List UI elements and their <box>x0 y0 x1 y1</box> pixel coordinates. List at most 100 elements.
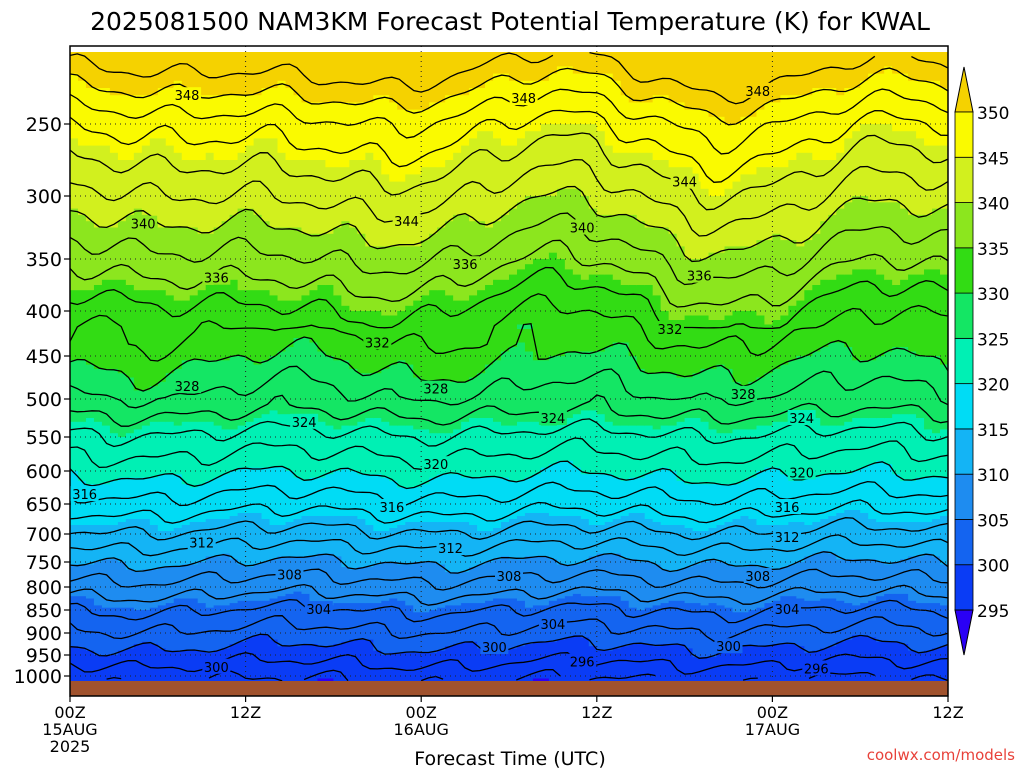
contour-fill-cell <box>501 522 510 557</box>
contour-fill-cell <box>580 73 590 125</box>
contour-fill-cell <box>149 421 159 479</box>
contour-fill-cell <box>469 567 478 604</box>
contour-fill-cell <box>221 52 231 96</box>
contour-fill-cell <box>261 360 271 415</box>
contour-fill-cell <box>796 246 805 302</box>
contour-fill-cell <box>141 569 151 611</box>
contour-fill-cell <box>117 373 127 438</box>
contour-fill-cell <box>109 152 119 229</box>
contour-fill-cell <box>532 474 542 514</box>
contour-label-bg <box>202 269 231 285</box>
contour-fill-cell <box>413 652 422 682</box>
contour-fill-cell <box>165 567 175 604</box>
contour-fill-cell <box>469 88 478 139</box>
contour-fill-cell <box>708 657 718 682</box>
contour-fill-cell <box>932 556 941 604</box>
contour-fill-cell <box>516 646 526 682</box>
contour-fill-cell <box>253 564 263 602</box>
contour-fill-cell <box>804 95 813 154</box>
contour-fill-cell <box>884 522 893 566</box>
contour-fill-cell <box>908 414 917 482</box>
contour-fill-cell <box>924 80 933 147</box>
contour-fill-cell <box>684 567 694 604</box>
contour-fill-cell <box>804 414 813 479</box>
contour-fill-cell <box>429 102 438 168</box>
contour-fill-cell <box>932 145 941 210</box>
contour-label-bg <box>773 528 802 544</box>
contour-fill-cell <box>461 145 470 216</box>
contour-fill-cell <box>253 214 263 291</box>
contour-fill-cell <box>269 227 279 296</box>
contour-fill-cell <box>229 644 239 682</box>
contour-fill-cell <box>397 600 406 654</box>
contour-fill-cell <box>317 605 327 647</box>
contour-fill-cell <box>916 138 925 216</box>
contour-fill-cell <box>676 52 686 103</box>
contour-fill-cell <box>572 274 582 353</box>
contour-fill-cell <box>932 356 941 434</box>
contour-fill-cell <box>796 562 805 600</box>
contour-fill-cell <box>245 513 255 568</box>
contour-fill-cell <box>548 464 558 517</box>
contour-fill-cell <box>692 603 702 658</box>
contour-fill-cell <box>836 152 845 210</box>
contour-fill-cell <box>325 646 334 680</box>
contour-fill-cell <box>900 480 909 523</box>
contour-fill-cell <box>389 652 398 682</box>
contour-fill-cell <box>109 480 119 526</box>
contour-fill-cell <box>756 377 766 427</box>
contour-fill-cell <box>692 657 702 682</box>
contour-fill-cell <box>149 52 159 96</box>
contour-fill-cell <box>804 556 813 602</box>
contour-label: 348 <box>745 85 770 100</box>
contour-label-bg <box>173 87 202 103</box>
colorbar-label: 335 <box>977 240 1009 260</box>
contour-fill-cell <box>916 522 925 557</box>
contour-fill-cell <box>349 311 358 370</box>
contour-fill-cell <box>157 421 167 475</box>
contour-fill-cell <box>876 52 885 75</box>
contour-fill-cell <box>181 88 191 161</box>
contour-fill-cell <box>349 516 358 571</box>
contour-fill-cell <box>213 279 223 361</box>
contour-fill-cell <box>437 650 446 682</box>
contour-fill-cell <box>596 274 606 353</box>
contour-fill-cell <box>644 373 654 427</box>
contour-fill-cell <box>700 109 710 190</box>
contour-fill-cell <box>868 52 877 75</box>
isoline-330 <box>70 322 948 392</box>
contour-fill-cell <box>620 52 630 96</box>
contour-fill-cell <box>261 414 271 469</box>
contour-fill-cell <box>149 569 159 609</box>
contour-fill-cell <box>109 525 119 560</box>
contour-fill-cell <box>892 593 901 643</box>
contour-fill-cell <box>261 88 271 139</box>
contour-label-bg <box>70 486 99 502</box>
contour-fill-cell <box>373 650 382 682</box>
contour-fill-cell <box>205 152 215 235</box>
contour-fill-cell <box>916 356 925 419</box>
contour-fill-cell <box>788 52 797 96</box>
contour-fill-cell <box>876 460 885 523</box>
contour-label-bg <box>773 601 802 617</box>
contour-fill-cell <box>237 208 247 291</box>
contour-fill-cell <box>852 269 861 361</box>
contour-fill-cell <box>580 196 590 281</box>
contour-fill-cell <box>125 377 135 434</box>
contour-fill-cell <box>924 650 933 682</box>
contour-label: 316 <box>72 488 97 503</box>
contour-fill-cell <box>277 351 287 415</box>
contour-fill-cell <box>844 559 853 604</box>
contour-fill-cell <box>213 360 223 427</box>
contour-fill-cell <box>884 564 893 595</box>
contour-fill-cell <box>85 418 95 485</box>
contour-fill-cell <box>916 52 925 82</box>
contour-fill-cell <box>516 516 526 560</box>
contour-fill-cell <box>477 531 486 566</box>
x-tick-label: 16AUG <box>393 720 448 739</box>
contour-fill-cell <box>748 429 758 479</box>
contour-fill-cell <box>676 102 686 168</box>
contour-fill-cell <box>165 227 175 296</box>
contour-fill-cell <box>740 480 750 517</box>
contour-fill-cell <box>676 246 686 321</box>
